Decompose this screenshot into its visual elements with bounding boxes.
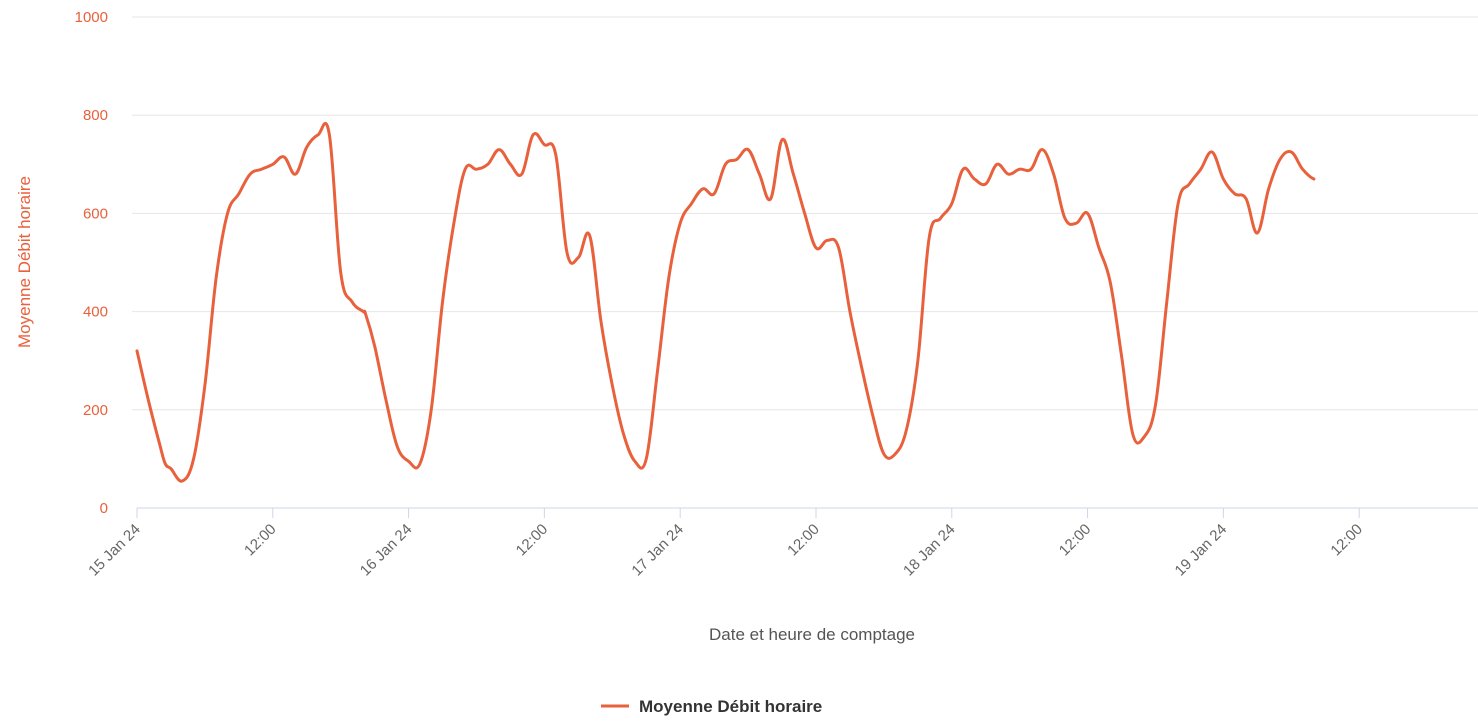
x-tick-label: 12:00	[1327, 521, 1366, 560]
series-layer	[135, 121, 1316, 483]
x-tick-label: 12:00	[1056, 521, 1095, 560]
x-axis-title: Date et heure de comptage	[709, 625, 915, 644]
x-tick-label: 12:00	[784, 521, 823, 560]
y-tick-label: 1000	[75, 9, 108, 26]
y-tick-label: 600	[83, 205, 108, 222]
x-tick-label: 17 Jan 24	[628, 521, 687, 580]
x-tick-label: 12:00	[513, 521, 552, 560]
x-tick-label: 16 Jan 24	[357, 521, 416, 580]
x-tick-label: 19 Jan 24	[1172, 521, 1231, 580]
legend[interactable]: Moyenne Débit horaire	[601, 697, 822, 716]
series-line[interactable]	[135, 121, 1316, 483]
y-axis-ticks: 0 200 400 600 800 1000	[75, 9, 108, 517]
legend-label: Moyenne Débit horaire	[639, 697, 822, 716]
y-axis-title: Moyenne Débit horaire	[15, 176, 34, 348]
y-tick-label: 0	[100, 500, 108, 517]
x-tick-label: 15 Jan 24	[85, 521, 144, 580]
x-axis-ticks: 15 Jan 24 12:00 16 Jan 24 12:00 17 Jan 24 12:…	[85, 508, 1366, 579]
y-tick-label: 400	[83, 304, 108, 321]
x-tick-label: 18 Jan 24	[900, 521, 959, 580]
x-tick-label: 12:00	[241, 521, 280, 560]
y-tick-label: 800	[83, 107, 108, 124]
y-tick-label: 200	[83, 402, 108, 419]
